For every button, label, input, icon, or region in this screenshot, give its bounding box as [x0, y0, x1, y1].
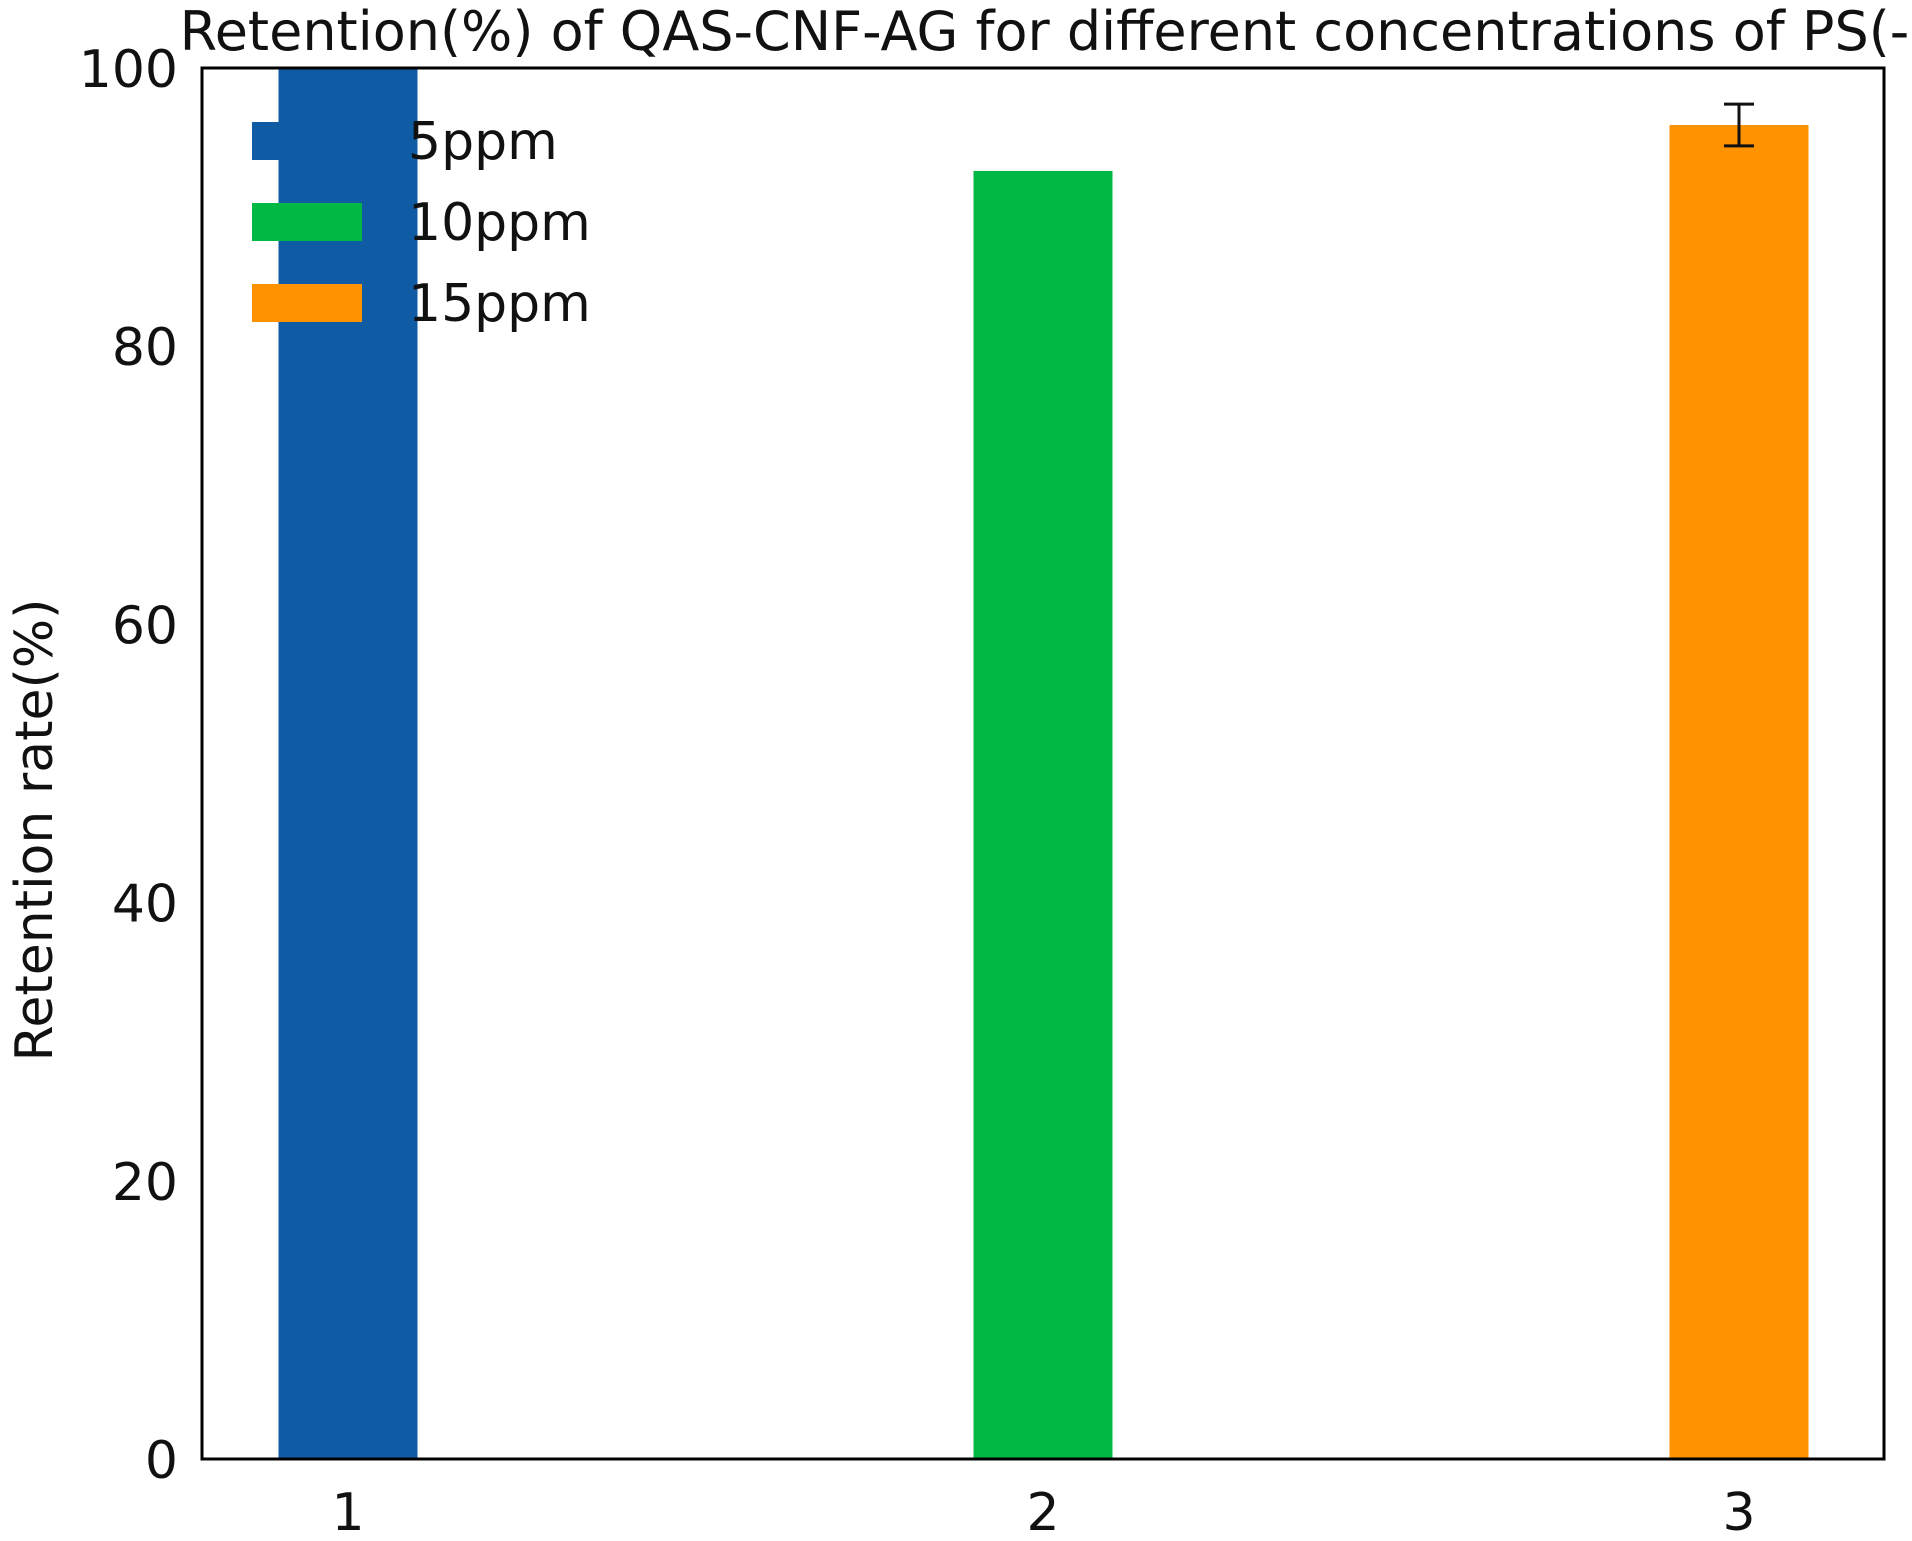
legend-swatch [252, 122, 362, 160]
legend: 5ppm 10ppm 15ppm [252, 112, 591, 334]
chart-title: Retention(%) of QAS-CNF-AG for different… [180, 0, 1912, 63]
x-tick-label: 2 [1026, 1483, 1059, 1541]
legend-label: 5ppm [408, 112, 558, 172]
y-tick-label: 0 [145, 1431, 178, 1491]
y-tick-label: 80 [112, 318, 178, 378]
y-axis-ticks: 0 20 40 60 80 100 [79, 40, 178, 1491]
legend-item: 15ppm [252, 274, 591, 334]
y-tick-label: 40 [112, 875, 178, 935]
legend-label: 15ppm [408, 274, 591, 334]
legend-item: 10ppm [252, 193, 591, 253]
legend-label: 10ppm [408, 193, 591, 253]
legend-swatch [252, 284, 362, 322]
x-axis-ticks: 1 2 3 [331, 1483, 1755, 1541]
x-tick-label: 1 [331, 1483, 364, 1541]
y-axis-label: Retention rate(%) [5, 599, 65, 1062]
error-bar-15ppm [1724, 102, 1754, 148]
legend-item: 5ppm [252, 112, 558, 172]
error-bars-layer [1724, 102, 1754, 148]
y-tick-label: 60 [112, 596, 178, 656]
bar-5ppm [278, 68, 418, 1459]
bar-15ppm [1669, 125, 1809, 1459]
y-tick-label: 100 [79, 40, 178, 100]
legend-swatch [252, 203, 362, 241]
y-tick-label: 20 [112, 1153, 178, 1213]
x-tick-label: 3 [1722, 1483, 1755, 1541]
bar-10ppm [973, 170, 1113, 1460]
plot-frame [200, 66, 1886, 1461]
